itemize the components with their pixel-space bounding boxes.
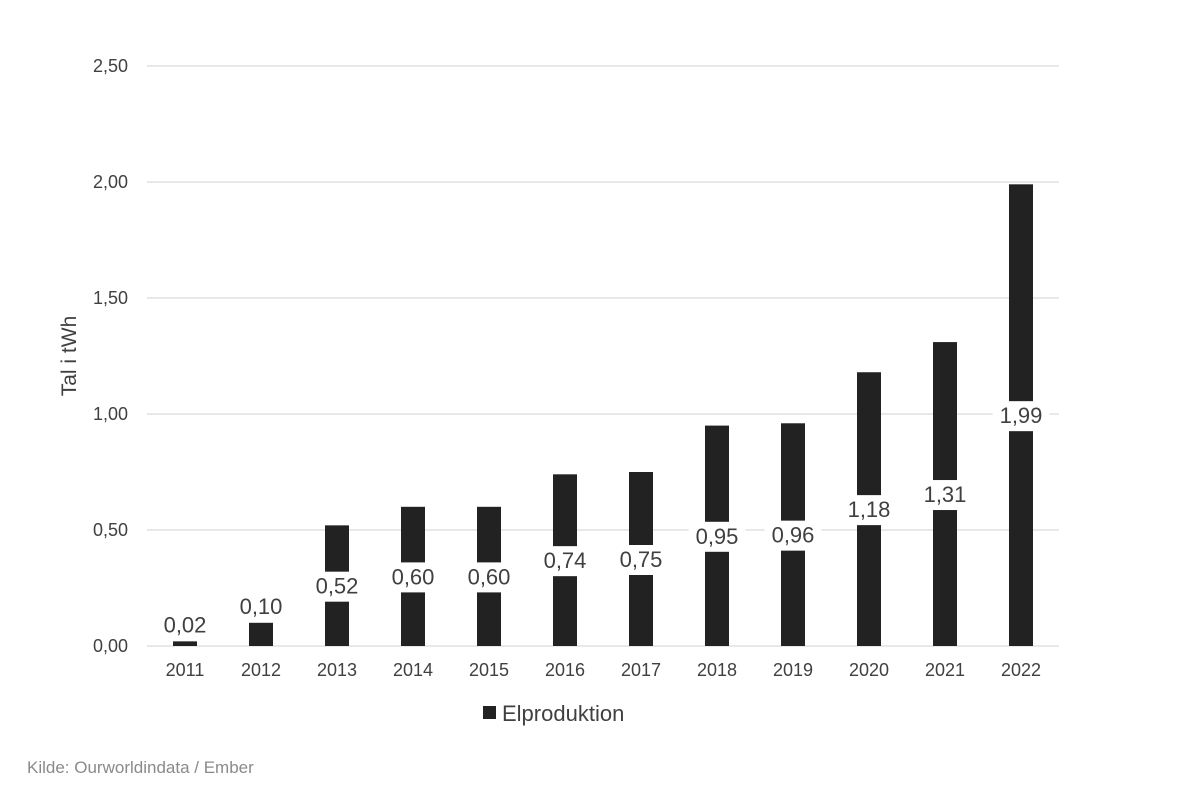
data-label: 0,52 — [316, 574, 359, 599]
data-label-background — [612, 545, 670, 575]
data-label-background — [460, 562, 518, 593]
data-label: 0,02 — [164, 612, 207, 637]
y-tick-label: 2,00 — [93, 172, 128, 192]
bars — [173, 184, 1033, 646]
source-note: Kilde: Ourworldindata / Ember — [27, 758, 254, 777]
data-label: 1,99 — [1000, 403, 1043, 428]
x-tick-label: 2011 — [166, 660, 205, 680]
data-label: 0,75 — [620, 547, 663, 572]
data-label-background — [840, 495, 898, 526]
legend-swatch — [483, 706, 496, 719]
x-tick-label: 2012 — [241, 660, 281, 680]
data-label: 0,74 — [544, 548, 587, 573]
x-tick-label: 2014 — [393, 660, 433, 680]
data-label-background — [992, 401, 1050, 432]
y-tick-label: 1,00 — [93, 404, 128, 424]
data-label-background — [536, 546, 594, 577]
data-label-background — [764, 520, 822, 551]
x-tick-label: 2022 — [1001, 660, 1041, 680]
y-tick-label: 0,00 — [93, 636, 128, 656]
data-label: 0,96 — [772, 523, 815, 548]
x-axis-ticks: 2011 2012 2013 2014 2015 2016 2017 2018 2019 2020… — [166, 660, 1041, 680]
bar — [249, 622, 273, 646]
bar — [173, 641, 197, 646]
x-tick-label: 2015 — [469, 660, 509, 680]
data-label: 0,60 — [468, 564, 511, 589]
y-tick-label: 2,50 — [93, 56, 128, 76]
y-axis-title: Tal i tWh — [58, 316, 81, 397]
data-label: 1,31 — [924, 482, 967, 507]
legend-label-elproduktion: Elproduktion — [502, 701, 624, 726]
gridlines — [147, 65, 1059, 647]
data-label: 0,10 — [240, 594, 283, 619]
data-label-background — [308, 571, 366, 602]
x-tick-label: 2013 — [317, 660, 357, 680]
data-label: 1,18 — [848, 497, 891, 522]
data-label: 0,95 — [696, 524, 739, 549]
x-tick-label: 2021 — [925, 660, 965, 680]
x-tick-label: 2019 — [773, 660, 813, 680]
data-label: 0,60 — [392, 564, 435, 589]
data-label-background — [688, 521, 746, 552]
y-tick-label: 1,50 — [93, 288, 128, 308]
legend: Elproduktion — [483, 701, 624, 726]
y-tick-label: 0,50 — [93, 520, 128, 540]
data-label-background — [916, 480, 974, 511]
x-tick-label: 2018 — [697, 660, 737, 680]
data-labels: 0,02 0,10 0,52 0,60 0,60 0,74 0,75 0,95 0,96 1,18… — [164, 401, 1050, 637]
y-axis-ticks: 0,00 0,50 1,00 1,50 2,00 2,50 — [93, 56, 128, 656]
x-tick-label: 2020 — [849, 660, 889, 680]
x-tick-label: 2017 — [621, 660, 661, 680]
x-tick-label: 2016 — [545, 660, 585, 680]
data-label-background — [384, 562, 442, 593]
